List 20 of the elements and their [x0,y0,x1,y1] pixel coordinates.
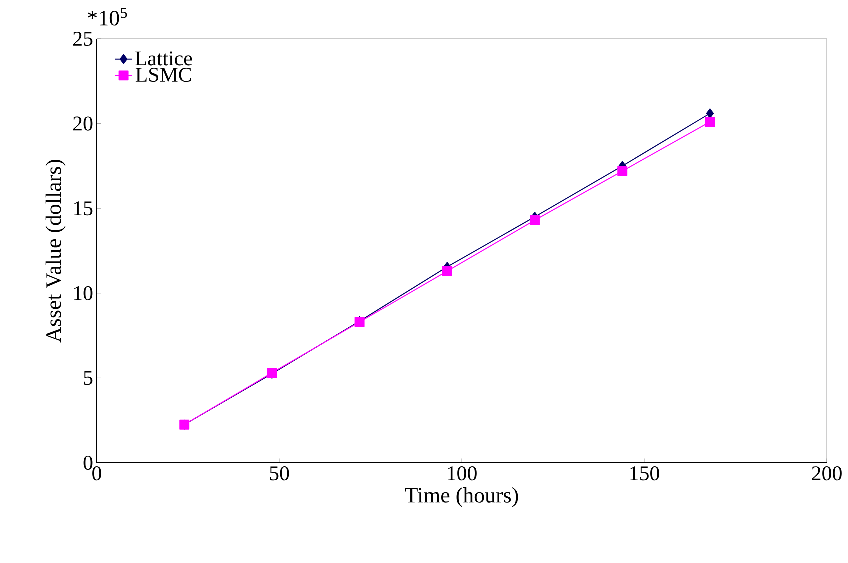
x-tick-label: 50 [270,466,290,481]
x-axis-title: Time (hours) [405,487,518,508]
y-tick-label: 0 [84,456,93,470]
legend-label: Lattice [135,52,192,66]
x-tick-label: 150 [630,466,660,481]
y-tick-label: 25 [73,32,93,46]
y-axis-title: Asset Value (dollars) [46,160,66,343]
x-tick-label: 100 [448,466,477,481]
x-tick-label: 200 [812,466,842,481]
text: *10$^{5}$ [88,8,128,26]
point [530,215,540,226]
legend-label: LSMC [136,68,192,82]
point [618,166,628,176]
y-tick-label: 15 [74,202,93,216]
y-tick-label: 20 [73,116,93,131]
y-tick-label: 5 [84,371,93,386]
point [706,108,714,119]
y-tick-label: 10 [74,286,93,300]
point [705,117,716,128]
point [442,266,452,276]
